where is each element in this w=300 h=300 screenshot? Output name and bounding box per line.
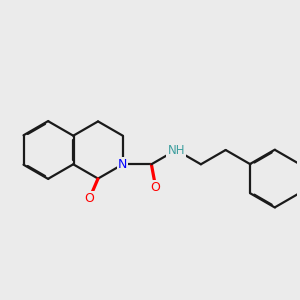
Text: O: O bbox=[85, 192, 94, 205]
Text: O: O bbox=[151, 181, 160, 194]
Text: NH: NH bbox=[167, 143, 185, 157]
Text: N: N bbox=[118, 158, 128, 171]
